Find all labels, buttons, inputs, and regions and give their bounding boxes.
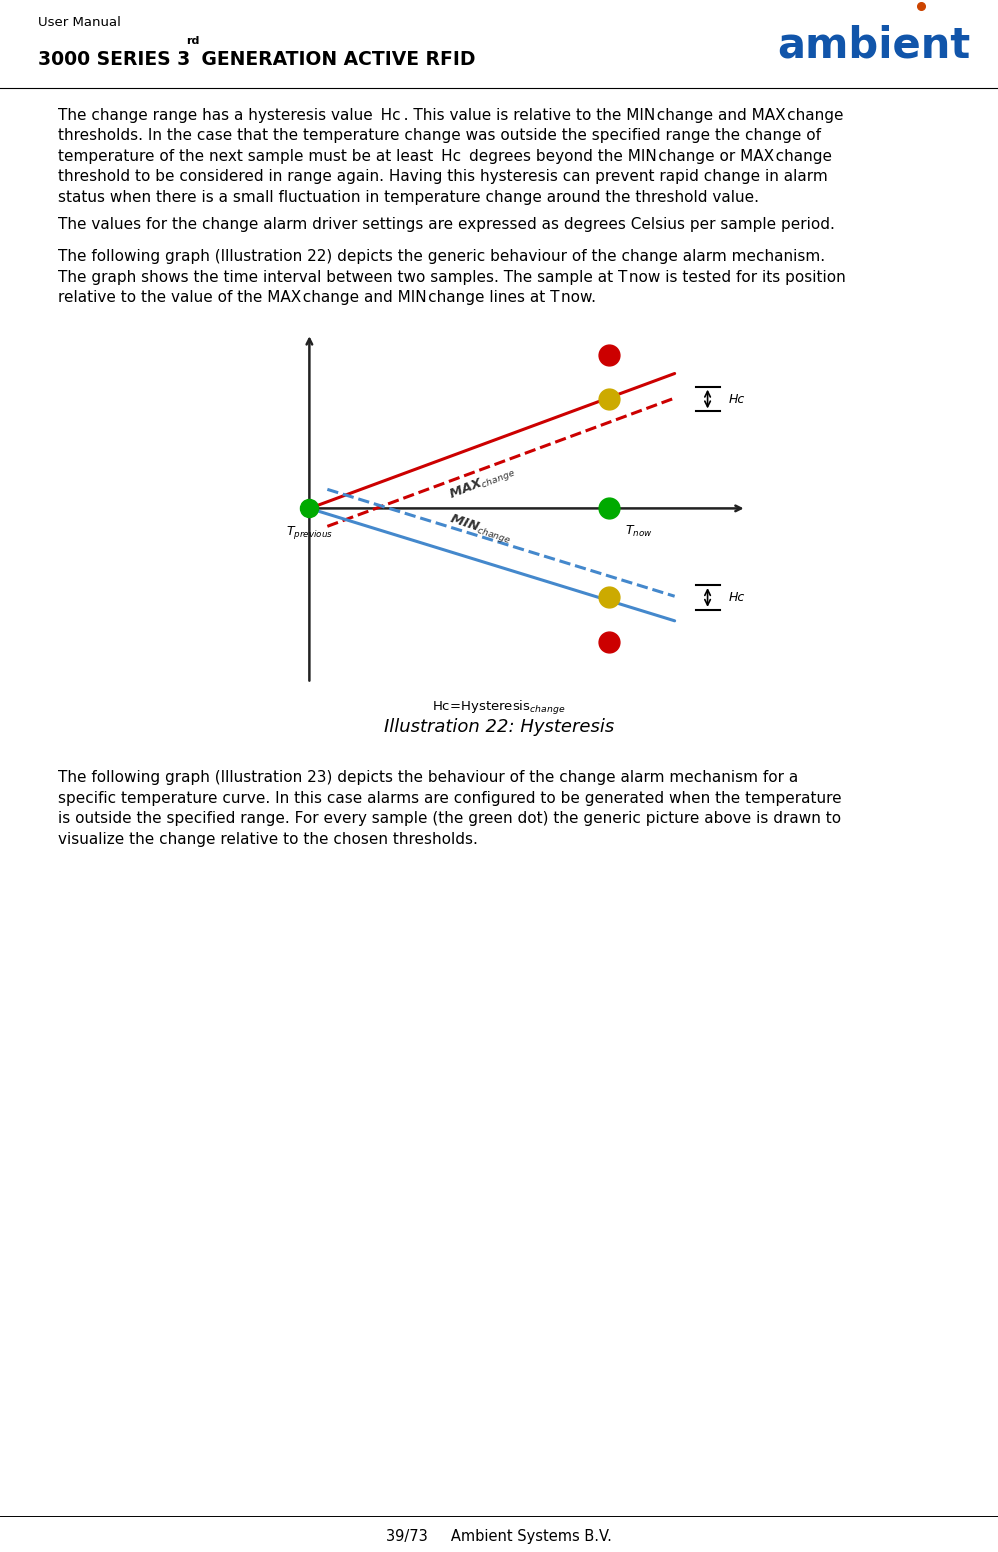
Text: GENERATION ACTIVE RFID: GENERATION ACTIVE RFID: [195, 50, 475, 70]
Text: The following graph (Illustration 23) depicts the behaviour of the change alarm : The following graph (Illustration 23) de…: [58, 770, 841, 846]
Text: The values for the change alarm driver settings are expressed as degrees Celsius: The values for the change alarm driver s…: [58, 217, 834, 231]
Text: ambient: ambient: [776, 23, 970, 67]
Text: Illustration 22: Hysteresis: Illustration 22: Hysteresis: [384, 717, 614, 736]
Text: $T_{now}$: $T_{now}$: [625, 523, 653, 539]
Text: 39/73     Ambient Systems B.V.: 39/73 Ambient Systems B.V.: [386, 1529, 612, 1544]
Text: $T_{previous}$: $T_{previous}$: [285, 523, 333, 540]
Text: 3000 SERIES 3: 3000 SERIES 3: [38, 50, 191, 70]
Text: The following graph (Illustration 22) depicts the generic behaviour of the chang: The following graph (Illustration 22) de…: [58, 250, 845, 306]
Text: Hc: Hc: [729, 591, 745, 604]
Text: Hc: Hc: [729, 393, 745, 405]
Text: MIN$_{change}$: MIN$_{change}$: [447, 511, 514, 548]
Text: User Manual: User Manual: [38, 16, 121, 29]
Text: Hc=Hysteresis$_{change}$: Hc=Hysteresis$_{change}$: [432, 698, 566, 717]
Text: rd: rd: [186, 36, 199, 47]
Text: The change range has a hysteresis value  Hc . This value is relative to the MIN : The change range has a hysteresis value …: [58, 109, 843, 205]
Text: MAX$_{change}$: MAX$_{change}$: [447, 462, 518, 503]
